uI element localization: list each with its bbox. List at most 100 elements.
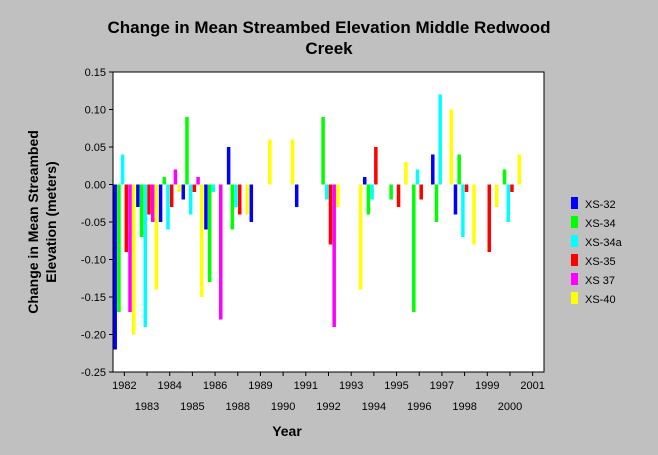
bar-xs-32-1983 bbox=[136, 184, 140, 207]
x-tick-label: 2001 bbox=[520, 380, 544, 392]
bars-group bbox=[113, 94, 522, 350]
bar-xs-40-1984 bbox=[177, 184, 181, 192]
legend-swatch bbox=[571, 254, 578, 266]
x-tick-label: 1985 bbox=[180, 401, 204, 413]
y-tick-label: -0.10 bbox=[81, 255, 106, 267]
y-tick-label: -0.15 bbox=[81, 292, 106, 304]
x-tick-label: 1988 bbox=[226, 401, 250, 413]
bar-xs-35-1994 bbox=[374, 147, 378, 185]
legend-label: XS 37 bbox=[585, 275, 615, 287]
bar-xs-40-1995 bbox=[404, 162, 408, 185]
bar-xs-34a-2000 bbox=[506, 184, 511, 222]
x-tick-label: 1989 bbox=[248, 380, 272, 392]
bar-xs-34a-1992 bbox=[325, 184, 329, 200]
x-tick-label: 1996 bbox=[407, 401, 431, 413]
legend-label: XS-34a bbox=[585, 237, 623, 249]
bar-xs-35-1995 bbox=[396, 184, 401, 207]
bar-xs-35-1988 bbox=[237, 184, 242, 215]
bar-xs-34a-1985 bbox=[188, 184, 193, 215]
y-axis-title-line-2: Elevation (meters) bbox=[43, 161, 59, 282]
bar-xs-35-1999 bbox=[487, 184, 492, 252]
x-tick-label: 1998 bbox=[452, 401, 476, 413]
x-tick-label: 1990 bbox=[271, 401, 295, 413]
bar-xs-32-1988 bbox=[226, 147, 231, 185]
legend-swatch bbox=[571, 216, 578, 228]
x-axis-ticks: 1982 1983 1984 1985 1986 1988 1989 1990 1991 1992… bbox=[112, 372, 545, 413]
y-axis-title-line-1: Change in Mean Streambed bbox=[25, 130, 41, 314]
y-tick-label: 0.10 bbox=[85, 105, 106, 117]
bar-xs-40-1982 bbox=[131, 184, 136, 335]
bar-xs-34-1982 bbox=[117, 184, 121, 312]
bar-xs-32-1986 bbox=[204, 184, 208, 230]
bar-xs-35-1983 bbox=[147, 184, 151, 215]
bar-xs-34-1992 bbox=[321, 117, 325, 185]
y-axis-ticks: 0.15 0.10 0.05 0.00 -0.05 -0.10 -0.15 -0.20 -0.2… bbox=[81, 67, 113, 379]
x-tick-label: 1983 bbox=[135, 401, 159, 413]
bar-xs-35-2000 bbox=[510, 184, 514, 192]
bar-xs-37-1986 bbox=[219, 184, 223, 320]
x-tick-label: 1984 bbox=[157, 380, 181, 392]
y-tick-label: -0.05 bbox=[81, 217, 106, 229]
bar-xs-37-1982 bbox=[128, 184, 132, 312]
legend-swatch bbox=[571, 235, 578, 247]
bar-xs-32-1982 bbox=[113, 184, 117, 350]
bar-xs-34-1986 bbox=[207, 184, 212, 282]
x-tick-label: 1986 bbox=[203, 380, 227, 392]
bar-xs-40-1985 bbox=[200, 184, 204, 297]
bar-xs-40-2000 bbox=[517, 154, 522, 185]
x-tick-label: 1991 bbox=[294, 380, 318, 392]
legend-label: XS-32 bbox=[585, 199, 616, 211]
legend-label: XS-35 bbox=[585, 256, 616, 268]
bar-xs-40-1992 bbox=[336, 184, 340, 207]
bar-xs-40-1988 bbox=[245, 184, 249, 215]
y-tick-label: 0.05 bbox=[85, 142, 106, 154]
bar-xs-32-1997 bbox=[431, 154, 435, 185]
bar-xs-40-1997 bbox=[449, 109, 454, 185]
bar-xs-34-1983 bbox=[139, 184, 144, 237]
bar-xs-34-1996 bbox=[412, 184, 416, 312]
legend-label: XS-40 bbox=[585, 294, 616, 306]
x-tick-label: 2000 bbox=[498, 401, 522, 413]
bar-xs-35-1992 bbox=[328, 184, 333, 245]
x-tick-label: 1992 bbox=[316, 401, 340, 413]
plot-area bbox=[112, 71, 545, 373]
legend-swatch bbox=[571, 273, 578, 285]
bar-xs-32-1984 bbox=[158, 184, 163, 222]
bar-xs-34-1988 bbox=[230, 184, 235, 230]
bar-xs-35-1996 bbox=[419, 184, 423, 200]
bar-xs-34a-1984 bbox=[166, 184, 170, 230]
bar-xs-35-1998 bbox=[464, 184, 469, 192]
bar-xs-34-1994 bbox=[366, 184, 371, 215]
bar-xs-40-1983 bbox=[154, 184, 159, 290]
bar-xs-40-1993 bbox=[358, 184, 363, 290]
y-tick-label: 0.15 bbox=[85, 67, 106, 79]
bar-xs-37-1992 bbox=[332, 184, 336, 327]
bar-xs-37-1984 bbox=[173, 169, 178, 185]
legend-swatch bbox=[571, 292, 578, 304]
bar-xs-34-1997 bbox=[434, 184, 439, 222]
bar-xs-40-1999 bbox=[494, 184, 499, 207]
bar-xs-34a-1986 bbox=[211, 184, 216, 192]
legend: XS-32 XS-34 XS-34a XS-35 XS 37 XS-40 bbox=[571, 197, 623, 306]
y-tick-label: 0.00 bbox=[85, 180, 106, 192]
x-tick-label: 1999 bbox=[475, 380, 499, 392]
bar-xs-34a-1996 bbox=[415, 169, 420, 185]
x-axis-title: Year bbox=[272, 423, 302, 439]
bar-xs-32-1991 bbox=[294, 184, 299, 207]
x-tick-label: 1995 bbox=[384, 380, 408, 392]
bar-xs-34-1985 bbox=[185, 117, 189, 185]
x-tick-label: 1994 bbox=[362, 401, 386, 413]
bar-xs-34-1984 bbox=[162, 177, 167, 185]
bar-xs-34-2000 bbox=[502, 169, 507, 185]
bar-xs-34-1995 bbox=[389, 184, 393, 200]
bar-xs-34a-1997 bbox=[438, 94, 442, 185]
chart-title-line-2: Creek bbox=[305, 39, 353, 58]
bar-xs-37-1983 bbox=[150, 184, 155, 222]
bar-xs-34a-1994 bbox=[370, 184, 374, 200]
x-tick-label: 1997 bbox=[430, 380, 454, 392]
bar-xs-34a-1983 bbox=[143, 184, 148, 327]
y-tick-label: -0.20 bbox=[81, 330, 106, 342]
bar-xs-37-1985 bbox=[196, 177, 200, 185]
bar-xs-32-1998 bbox=[453, 184, 458, 215]
